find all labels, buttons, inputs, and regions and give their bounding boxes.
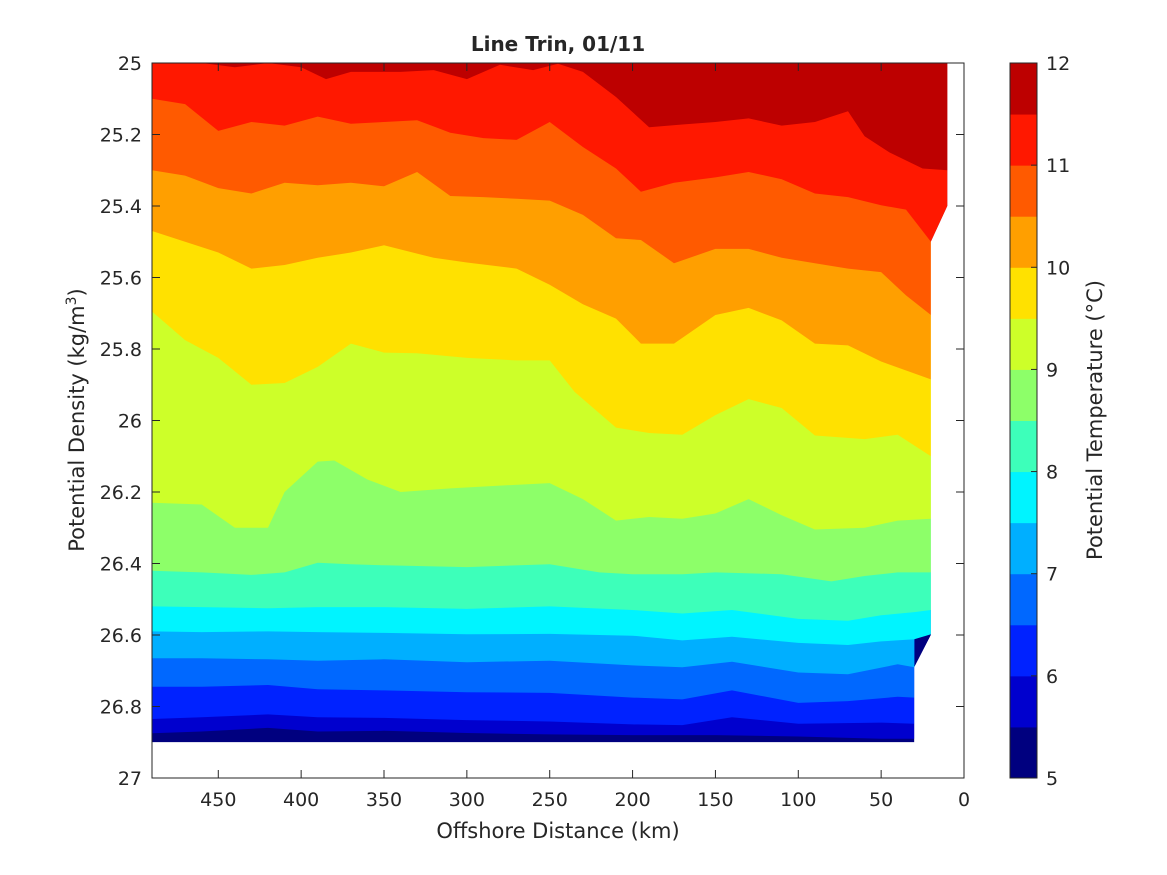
colorbar-segment bbox=[1010, 471, 1037, 524]
x-axis: 450 400 350 300 250 200 150 100 50 0 bbox=[200, 63, 970, 811]
colorbar-tick-label: 11 bbox=[1046, 155, 1070, 177]
x-tick-label: 200 bbox=[614, 789, 650, 811]
colorbar-segment bbox=[1010, 675, 1037, 728]
x-tick-label: 150 bbox=[697, 789, 733, 811]
contour-fills bbox=[152, 63, 964, 778]
colorbar-tick-label: 10 bbox=[1046, 257, 1070, 279]
colorbar-tick-label: 8 bbox=[1046, 462, 1058, 484]
y-tick-label: 26.8 bbox=[100, 697, 142, 719]
colorbar-segment bbox=[1010, 216, 1037, 268]
y-axis-label: Potential Density (kg/m3) bbox=[64, 288, 89, 552]
y-tick-label: 25.8 bbox=[100, 339, 142, 361]
contour-plot: 450 400 350 300 250 200 150 100 50 0 2525.225.425… bbox=[100, 53, 970, 811]
colorbar-tick-label: 5 bbox=[1046, 768, 1058, 790]
x-axis-label: Offshore Distance (km) bbox=[436, 819, 679, 843]
colorbar-tick-label: 9 bbox=[1046, 359, 1058, 381]
colorbar-segment bbox=[1010, 267, 1037, 319]
y-tick-label: 26 bbox=[118, 411, 142, 433]
x-tick-label: 50 bbox=[869, 789, 893, 811]
colorbar-label: Potential Temperature (°C) bbox=[1083, 280, 1107, 560]
plot-frame bbox=[151, 62, 965, 779]
colorbar-frame bbox=[1009, 62, 1038, 779]
y-tick-label: 25 bbox=[118, 53, 142, 75]
colorbar-segment bbox=[1010, 318, 1037, 370]
colorbar-tick-label: 6 bbox=[1046, 666, 1058, 688]
colorbar-segment bbox=[1010, 420, 1037, 473]
colorbar-segment bbox=[1010, 573, 1037, 626]
x-tick-label: 300 bbox=[449, 789, 485, 811]
colorbar-segment bbox=[1010, 369, 1037, 421]
y-tick-label: 26.4 bbox=[100, 554, 142, 576]
colorbar-tick-label: 7 bbox=[1046, 564, 1058, 586]
x-tick-label: 400 bbox=[283, 789, 319, 811]
x-tick-label: 100 bbox=[780, 789, 816, 811]
chart-title: Line Trin, 01/11 bbox=[471, 32, 645, 56]
x-tick-label: 0 bbox=[958, 789, 970, 811]
colorbar: 5 6 7 8 9 10 11 12 bbox=[1009, 53, 1070, 790]
colorbar-tick-label: 12 bbox=[1046, 53, 1070, 75]
y-tick-label: 26.6 bbox=[100, 625, 142, 647]
y-axis-label-close: ) bbox=[65, 288, 89, 296]
colorbar-segment bbox=[1010, 624, 1037, 677]
x-tick-label: 250 bbox=[532, 789, 568, 811]
y-tick-label: 26.2 bbox=[100, 482, 142, 504]
colorbar-segment bbox=[1010, 165, 1037, 217]
y-tick-label: 25.2 bbox=[100, 125, 142, 147]
colorbar-segment bbox=[1010, 63, 1037, 115]
colorbar-segment bbox=[1010, 114, 1037, 166]
y-axis: 25 25.2 25.4 25.6 25.8 26 26.2 26.4 26.6 26.8 27 bbox=[100, 53, 964, 790]
y-tick-label: 25.4 bbox=[100, 196, 142, 218]
x-tick-label: 450 bbox=[200, 789, 236, 811]
contour-band-11.5-12 bbox=[152, 63, 948, 171]
y-axis-label-main: Potential Density (kg/m bbox=[65, 305, 89, 551]
colorbar-segment bbox=[1010, 522, 1037, 575]
y-axis-label-superscript: 3 bbox=[64, 296, 80, 305]
x-tick-label: 350 bbox=[366, 789, 402, 811]
y-tick-label: 27 bbox=[118, 768, 142, 790]
y-tick-label: 25.6 bbox=[100, 268, 142, 290]
colorbar-segment bbox=[1010, 726, 1037, 779]
